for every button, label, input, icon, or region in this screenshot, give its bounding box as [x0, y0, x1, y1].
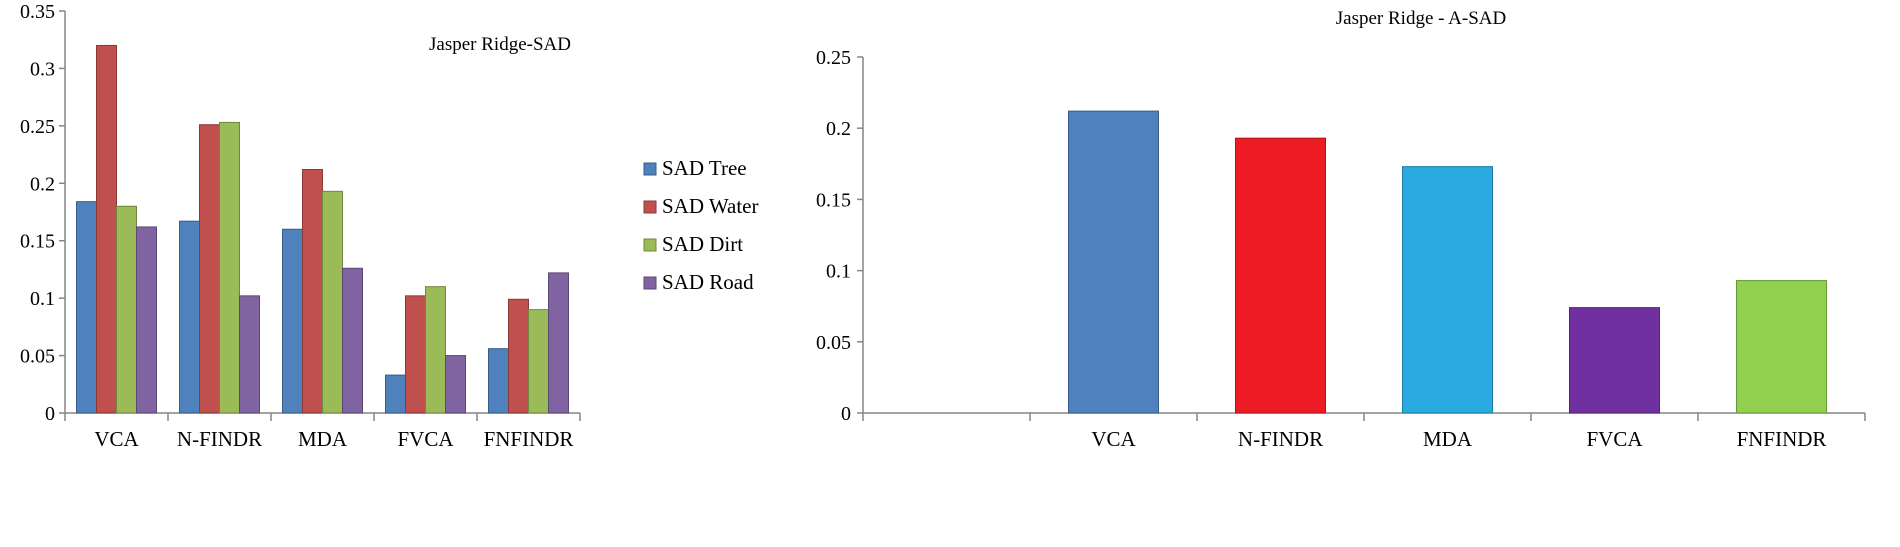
bar [116, 205, 137, 414]
x-category-label: MDA [1423, 427, 1473, 451]
y-tick-label: 0 [841, 403, 851, 425]
x-category-label: FNFINDR [1737, 427, 1827, 451]
legend-label: SAD Dirt [662, 232, 743, 256]
y-tick-label: 0.25 [20, 116, 55, 138]
bar [219, 121, 240, 414]
bar [1402, 166, 1493, 414]
y-tick-label: 0.2 [30, 173, 55, 195]
x-category-label: N-FINDR [177, 427, 262, 451]
x-category-label: FNFINDR [484, 427, 574, 451]
bar [96, 44, 117, 414]
x-category-label: FVCA [397, 427, 454, 451]
bar [1569, 307, 1660, 414]
x-category-label: VCA [1091, 427, 1136, 451]
y-tick-label: 0.3 [30, 58, 55, 80]
bar [322, 190, 343, 414]
bar [385, 374, 406, 414]
chart-sad: Jasper Ridge-SAD 0 0.05 0.1 0.15 0.2 0.25 0.3 0… [20, 1, 759, 451]
bar [179, 220, 200, 414]
y-tick-label: 0.15 [816, 189, 851, 211]
bar [1736, 280, 1827, 414]
y-tick-label: 0.1 [826, 261, 851, 283]
bar [445, 355, 466, 414]
bar [1068, 110, 1159, 414]
bar [1235, 137, 1326, 414]
bar [508, 298, 529, 414]
bar [425, 286, 446, 414]
bar [405, 295, 426, 414]
legend-label: SAD Road [662, 270, 754, 294]
bar [76, 201, 97, 414]
y-tick-label: 0.25 [816, 47, 851, 69]
x-category-label: FVCA [1586, 427, 1643, 451]
bar [302, 169, 323, 414]
bar [282, 228, 303, 414]
y-tick-label: 0.2 [826, 118, 851, 140]
x-category-label: N-FINDR [1238, 427, 1323, 451]
x-category-label: MDA [298, 427, 348, 451]
y-tick-label: 0 [45, 403, 55, 425]
legend-swatch [643, 200, 657, 214]
y-tick-label: 0.35 [20, 1, 55, 23]
bar [342, 267, 363, 414]
legend-swatch [643, 276, 657, 290]
legend-swatch [643, 162, 657, 176]
legend-label: SAD Water [662, 194, 759, 218]
x-category-label: VCA [94, 427, 139, 451]
legend-label: SAD Tree [662, 156, 747, 180]
y-tick-label: 0.15 [20, 231, 55, 253]
y-tick-label: 0.05 [20, 346, 55, 368]
bar [488, 348, 509, 414]
y-tick-label: 0.05 [816, 332, 851, 354]
bar [548, 272, 569, 414]
legend-swatch [643, 238, 657, 252]
y-tick-label: 0.1 [30, 288, 55, 310]
bar [528, 309, 549, 414]
chart-asad: Jasper Ridge - A-SAD 0 0.05 0.1 0.15 0.2 0.25… [816, 8, 1866, 451]
chart-asad-title: Jasper Ridge - A-SAD [1336, 8, 1506, 29]
bar [199, 124, 220, 414]
bar [239, 295, 260, 414]
bar [136, 226, 157, 414]
chart-sad-title: Jasper Ridge-SAD [429, 34, 571, 55]
